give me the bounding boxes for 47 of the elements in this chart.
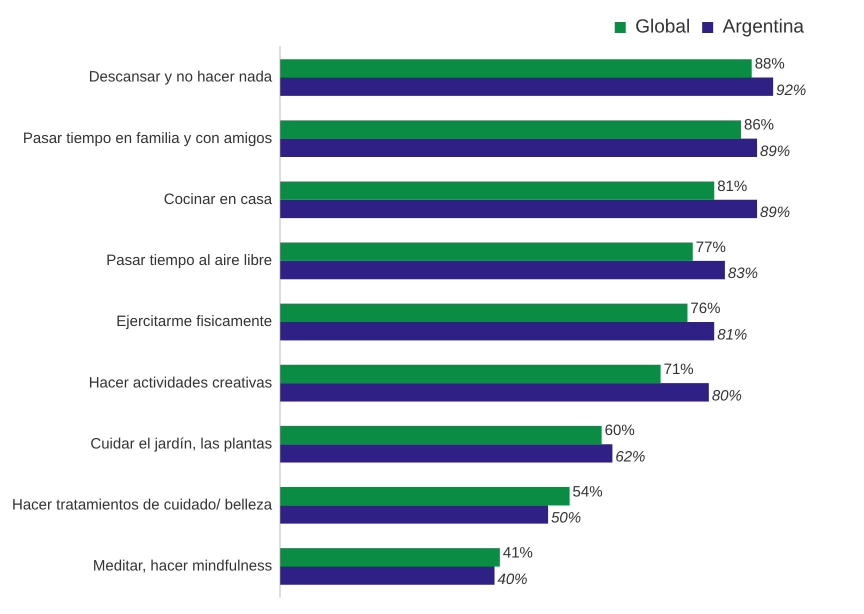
data-label: 81% xyxy=(717,326,748,344)
bar xyxy=(280,566,494,585)
y-tick-label: Descansar y no hacer nada xyxy=(88,68,273,86)
bar xyxy=(280,487,570,506)
bar xyxy=(280,548,500,566)
data-label: 41% xyxy=(502,544,533,562)
bar xyxy=(280,181,714,200)
data-label: 92% xyxy=(776,82,806,99)
bar xyxy=(280,383,709,402)
bar xyxy=(280,138,758,157)
y-tick-label: Cocinar en casa xyxy=(164,190,273,208)
bar xyxy=(280,304,688,322)
data-label: 83% xyxy=(728,265,758,282)
legend-label: Argentina xyxy=(722,16,804,38)
data-label: 62% xyxy=(615,448,646,466)
bar xyxy=(280,242,693,261)
data-label: 71% xyxy=(664,361,694,378)
bar xyxy=(280,322,714,340)
data-label: 77% xyxy=(696,238,726,256)
bar xyxy=(280,59,752,78)
data-label: 86% xyxy=(744,116,774,134)
y-tick-label: Hacer actividades creativas xyxy=(88,374,272,392)
data-label: 81% xyxy=(717,178,748,195)
y-tick-label: Hacer tratamientos de cuidado/ belleza xyxy=(12,496,273,514)
data-label: 89% xyxy=(760,143,790,160)
data-label: 60% xyxy=(604,422,635,440)
y-tick-label: Pasar tiempo en familia y con amigos xyxy=(22,130,272,147)
data-label: 88% xyxy=(754,56,785,73)
bar xyxy=(280,200,758,218)
y-tick-label: Cuidar el jardín, las plantas xyxy=(90,435,272,452)
bar xyxy=(280,444,612,463)
data-label: 50% xyxy=(551,510,582,527)
data-label: 40% xyxy=(497,570,528,588)
y-tick-label: Meditar, hacer mindfulness xyxy=(92,558,272,575)
bar xyxy=(280,426,602,444)
data-label: 80% xyxy=(712,387,742,404)
bar xyxy=(280,505,548,524)
y-tick-label: Ejercitarme fisicamente xyxy=(116,313,272,330)
data-label: 76% xyxy=(690,300,720,317)
y-tick-label: Pasar tiempo al aire libre xyxy=(106,252,272,270)
bar xyxy=(280,78,774,96)
data-label: 89% xyxy=(760,204,790,222)
data-label: 54% xyxy=(572,483,603,500)
bar xyxy=(280,364,661,384)
bar xyxy=(280,260,725,280)
legend-label: Global xyxy=(635,16,690,38)
bar xyxy=(280,120,741,139)
